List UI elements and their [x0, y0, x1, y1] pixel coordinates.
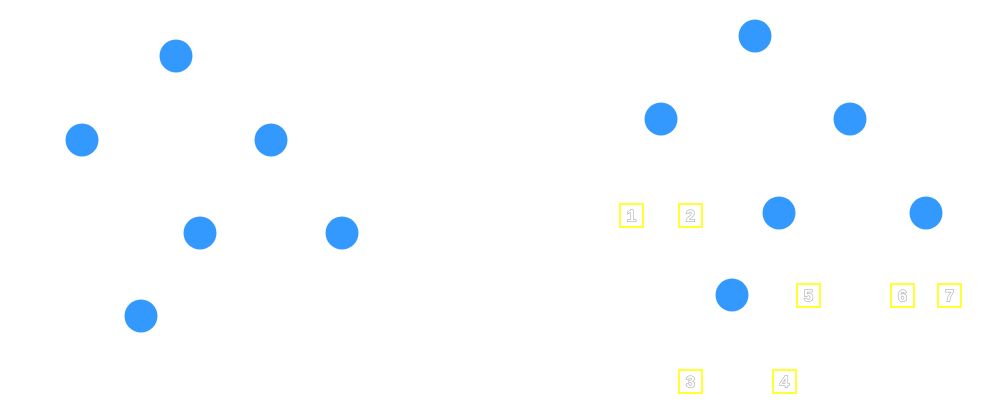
marker-label: 6 [898, 287, 907, 306]
dot [645, 103, 678, 136]
marker-label: 7 [945, 287, 954, 306]
dot [184, 217, 217, 250]
dot [910, 197, 943, 230]
right-panel: 1 2 3 4 5 6 7 [620, 20, 961, 394]
marker-label: 5 [804, 287, 813, 306]
dot [326, 217, 359, 250]
marker-label: 3 [686, 373, 695, 392]
marker-7[interactable]: 7 [938, 284, 961, 307]
dot [66, 124, 99, 157]
left-panel [66, 40, 359, 333]
marker-1[interactable]: 1 [620, 204, 643, 227]
dot [255, 124, 288, 157]
marker-6[interactable]: 6 [891, 284, 914, 307]
marker-5[interactable]: 5 [797, 284, 820, 307]
dot [834, 103, 867, 136]
marker-label: 4 [780, 373, 790, 392]
dot [125, 300, 158, 333]
marker-2[interactable]: 2 [679, 204, 702, 227]
marker-label: 1 [627, 207, 636, 226]
marker-label: 2 [686, 207, 695, 226]
dot [160, 40, 193, 73]
dot [716, 279, 749, 312]
dot [763, 197, 796, 230]
marker-4[interactable]: 4 [773, 370, 796, 393]
dot [739, 20, 772, 53]
marker-3[interactable]: 3 [679, 370, 702, 393]
